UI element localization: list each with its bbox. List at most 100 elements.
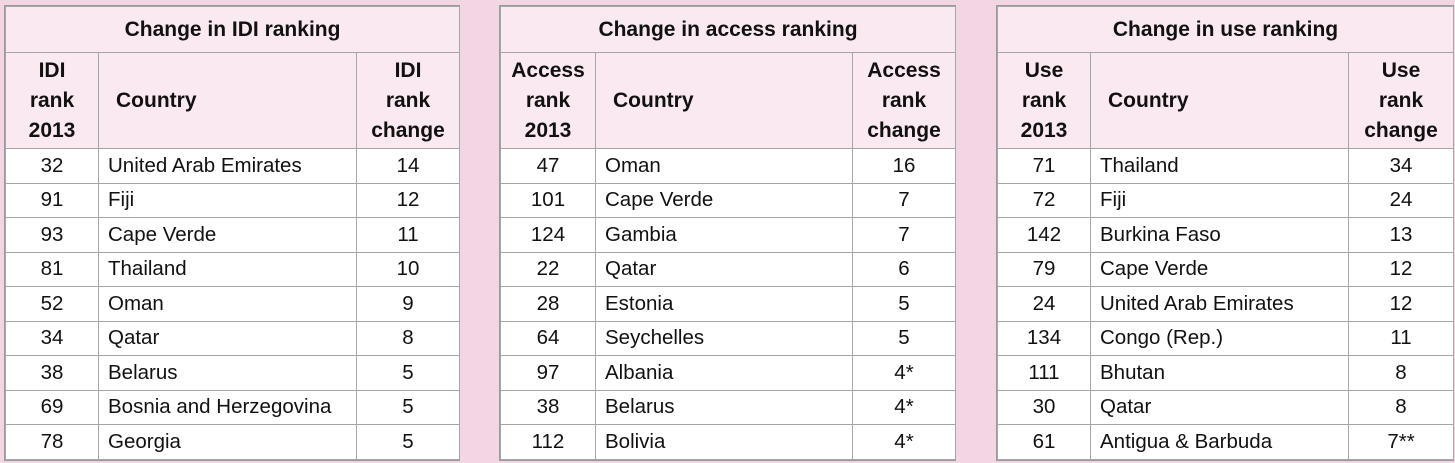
rank-cell: 30 bbox=[997, 389, 1091, 425]
header-line: rank bbox=[881, 88, 927, 112]
rank-cell: 64 bbox=[500, 320, 596, 356]
change-column-header: Access rank change bbox=[852, 52, 956, 149]
table-row: 101 Cape Verde 7 bbox=[500, 182, 956, 218]
header-line: IDI bbox=[38, 58, 66, 82]
rank-cell: 34 bbox=[5, 320, 99, 356]
country-cell: Antigua & Barbuda bbox=[1090, 424, 1349, 460]
country-cell: Fiji bbox=[1090, 182, 1349, 218]
table-row: 61 Antigua & Barbuda 7** bbox=[997, 424, 1454, 460]
change-cell: 7** bbox=[1348, 424, 1454, 460]
ranking-table: Change in use ranking Use rank 2013 Country U… bbox=[997, 6, 1454, 460]
change-cell: 8 bbox=[1348, 355, 1454, 391]
table-row: 91 Fiji 12 bbox=[5, 182, 461, 218]
country-cell: Albania bbox=[595, 355, 853, 391]
change-cell: 7 bbox=[852, 182, 956, 218]
header-line: Use bbox=[1024, 58, 1064, 82]
change-cell: 34 bbox=[1348, 148, 1454, 184]
ranking-table: Change in IDI ranking IDI rank 2013 Country I… bbox=[4, 6, 461, 460]
country-cell: Burkina Faso bbox=[1090, 217, 1349, 253]
table-row: 38 Belarus 4* bbox=[500, 389, 956, 425]
rank-cell: 72 bbox=[997, 182, 1091, 218]
table-row: 93 Cape Verde 11 bbox=[5, 217, 461, 253]
access-ranking-table: Change in access ranking Access rank 2013 Co… bbox=[499, 5, 956, 461]
country-cell: United Arab Emirates bbox=[98, 148, 357, 184]
country-cell: Bhutan bbox=[1090, 355, 1349, 391]
change-cell: 5 bbox=[852, 286, 956, 322]
header-line: Access bbox=[511, 58, 585, 82]
change-column-header: IDI rank change bbox=[355, 52, 461, 149]
change-cell: 12 bbox=[1348, 286, 1454, 322]
table-row: 134 Congo (Rep.) 11 bbox=[997, 320, 1454, 356]
rank-cell: 142 bbox=[997, 217, 1091, 253]
change-column-header: Use rank change bbox=[1348, 52, 1454, 149]
rank-cell: 81 bbox=[5, 251, 99, 287]
country-column-header: Country bbox=[595, 52, 853, 149]
rank-cell: 71 bbox=[997, 148, 1091, 184]
rank-cell: 78 bbox=[5, 424, 99, 460]
table-title: Change in access ranking bbox=[500, 6, 956, 53]
table-row: 64 Seychelles 5 bbox=[500, 320, 956, 356]
change-cell: 13 bbox=[1348, 217, 1454, 253]
table-row: 97 Albania 4* bbox=[500, 355, 956, 391]
change-cell: 8 bbox=[1348, 389, 1454, 425]
table-row: 78 Georgia 5 bbox=[5, 424, 461, 460]
country-cell: Oman bbox=[595, 148, 853, 184]
change-cell: 24 bbox=[1348, 182, 1454, 218]
change-cell: 4* bbox=[852, 355, 956, 391]
country-cell: Congo (Rep.) bbox=[1090, 320, 1349, 356]
country-cell: Estonia bbox=[595, 286, 853, 322]
header-line: rank bbox=[385, 88, 431, 112]
country-cell: Belarus bbox=[98, 355, 357, 391]
country-cell: Georgia bbox=[98, 424, 357, 460]
country-cell: Qatar bbox=[1090, 389, 1349, 425]
change-cell: 14 bbox=[355, 148, 461, 184]
country-cell: Belarus bbox=[595, 389, 853, 425]
change-cell: 4* bbox=[852, 424, 956, 460]
header-line: Access bbox=[867, 58, 941, 82]
rank-cell: 97 bbox=[500, 355, 596, 391]
change-cell: 5 bbox=[355, 355, 461, 391]
change-cell: 10 bbox=[355, 251, 461, 287]
table-row: 81 Thailand 10 bbox=[5, 251, 461, 287]
country-cell: Oman bbox=[98, 286, 357, 322]
rank-cell: 38 bbox=[5, 355, 99, 391]
table-row: 52 Oman 9 bbox=[5, 286, 461, 322]
table-row: 30 Qatar 8 bbox=[997, 389, 1454, 425]
header-line: change bbox=[867, 118, 941, 142]
country-column-header: Country bbox=[1090, 52, 1349, 149]
table-row: 71 Thailand 34 bbox=[997, 148, 1454, 184]
table-row: 111 Bhutan 8 bbox=[997, 355, 1454, 391]
country-cell: Cape Verde bbox=[1090, 251, 1349, 287]
rank-cell: 93 bbox=[5, 217, 99, 253]
header-line: IDI bbox=[394, 58, 422, 82]
change-cell: 11 bbox=[1348, 320, 1454, 356]
header-line: 2013 bbox=[1020, 118, 1068, 142]
table-row: 124 Gambia 7 bbox=[500, 217, 956, 253]
header-line: 2013 bbox=[28, 118, 76, 142]
change-cell: 12 bbox=[355, 182, 461, 218]
country-cell: Thailand bbox=[98, 251, 357, 287]
header-line: change bbox=[371, 118, 445, 142]
change-cell: 5 bbox=[852, 320, 956, 356]
country-cell: Cape Verde bbox=[595, 182, 853, 218]
table-row: 47 Oman 16 bbox=[500, 148, 956, 184]
country-cell: Qatar bbox=[595, 251, 853, 287]
table-title: Change in use ranking bbox=[997, 6, 1454, 53]
country-cell: Thailand bbox=[1090, 148, 1349, 184]
country-cell: Bolivia bbox=[595, 424, 853, 460]
table-row: 79 Cape Verde 12 bbox=[997, 251, 1454, 287]
use-ranking-table: Change in use ranking Use rank 2013 Country U… bbox=[996, 5, 1454, 461]
change-cell: 4* bbox=[852, 389, 956, 425]
change-cell: 8 bbox=[355, 320, 461, 356]
country-cell: United Arab Emirates bbox=[1090, 286, 1349, 322]
rank-column-header: IDI rank 2013 bbox=[5, 52, 99, 149]
rank-cell: 28 bbox=[500, 286, 596, 322]
rank-cell: 111 bbox=[997, 355, 1091, 391]
change-cell: 6 bbox=[852, 251, 956, 287]
country-cell: Fiji bbox=[98, 182, 357, 218]
change-cell: 12 bbox=[1348, 251, 1454, 287]
country-column-header: Country bbox=[98, 52, 357, 149]
rank-cell: 124 bbox=[500, 217, 596, 253]
table-row: 112 Bolivia 4* bbox=[500, 424, 956, 460]
table-row: 32 United Arab Emirates 14 bbox=[5, 148, 461, 184]
